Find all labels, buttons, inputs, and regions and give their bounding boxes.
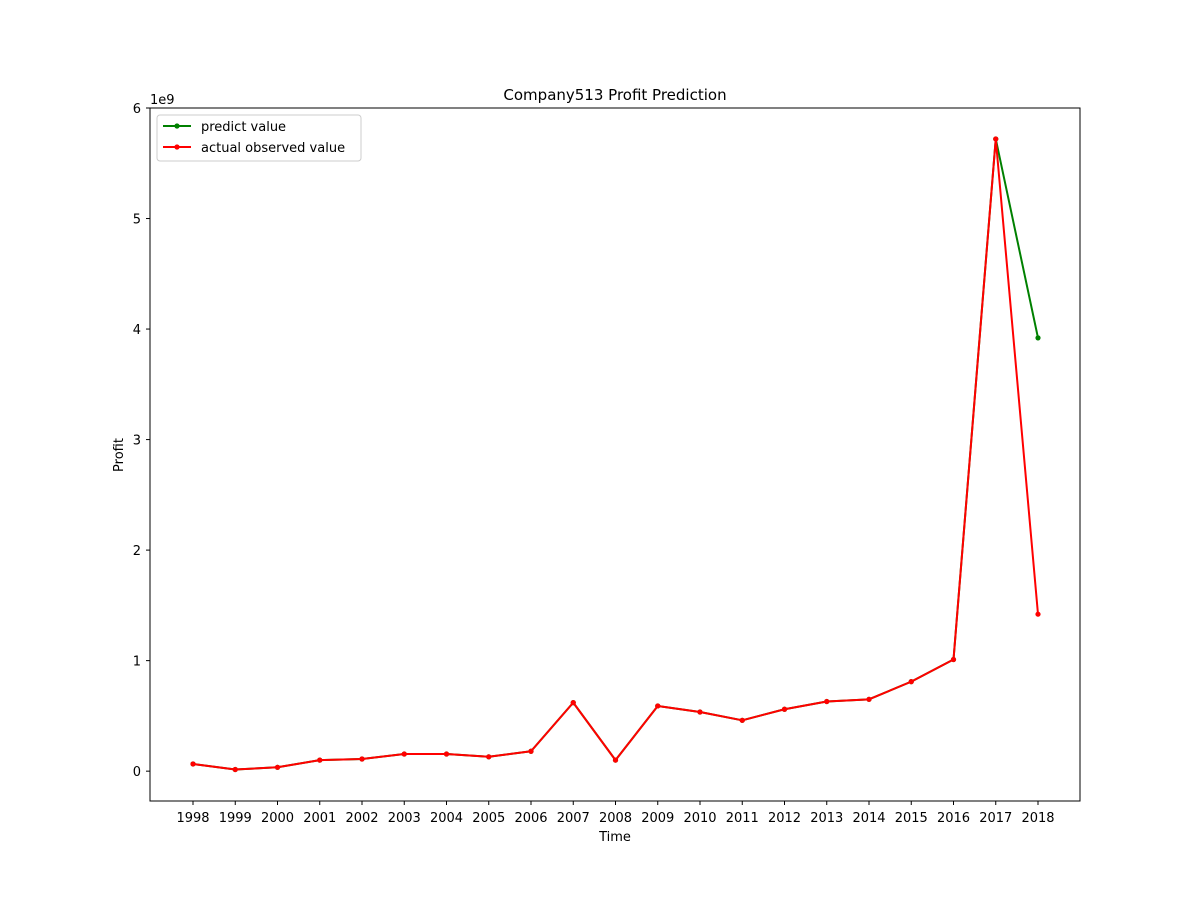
x-tick-label: 2018 [1021, 811, 1054, 826]
y-tick-label: 3 [133, 434, 141, 449]
x-tick-label: 2015 [895, 811, 928, 826]
data-point [697, 709, 703, 715]
x-tick-label: 2005 [472, 811, 505, 826]
x-tick-label: 2003 [388, 811, 421, 826]
x-tick-label: 2011 [726, 811, 759, 826]
data-point [528, 748, 534, 754]
legend: predict value actual observed value [156, 114, 362, 162]
data-point [570, 700, 576, 706]
data-point [824, 698, 830, 705]
y-axis-ticks: 0 1 2 3 4 5 6 [133, 102, 150, 780]
data-point [655, 703, 661, 709]
y-tick-label: 0 [133, 765, 141, 780]
x-tick-label: 2008 [599, 811, 632, 826]
legend-label-predict-value: predict value [201, 120, 286, 135]
data-point [739, 717, 745, 723]
data-point [908, 679, 914, 685]
x-tick-label: 1999 [219, 811, 252, 826]
data-point [781, 706, 788, 712]
legend-label-actual-observed-value: actual observed value [201, 141, 345, 156]
y-axis-offset-label: 1e9 [150, 93, 175, 108]
y-axis-label: Profit [112, 438, 127, 472]
y-tick-label: 2 [133, 544, 141, 559]
data-point [1035, 611, 1041, 617]
x-tick-label: 2010 [683, 811, 716, 826]
data-point [401, 751, 407, 757]
x-tick-label: 2017 [979, 811, 1012, 826]
data-point [866, 696, 872, 702]
data-point [486, 754, 492, 760]
data-point [190, 761, 196, 767]
legend-marker-actual-observed-value [174, 144, 180, 150]
x-tick-label: 2014 [852, 811, 885, 826]
legend-marker-predict-value [174, 123, 180, 129]
x-tick-label: 2002 [345, 811, 378, 826]
x-tick-label: 2012 [768, 811, 801, 826]
data-point [993, 136, 999, 142]
y-tick-label: 1 [133, 655, 141, 670]
data-point [359, 756, 365, 762]
series-layer [190, 136, 1041, 773]
data-point [950, 656, 957, 663]
chart-title: Company513 Profit Prediction [503, 86, 726, 104]
x-axis-label: Time [598, 830, 631, 845]
x-tick-label: 2006 [514, 811, 547, 826]
x-tick-label: 2013 [810, 811, 843, 826]
legend-box [156, 114, 362, 162]
data-point [443, 751, 450, 757]
data-point [274, 764, 281, 770]
x-tick-label: 2001 [303, 811, 336, 826]
x-tick-label: 2007 [557, 811, 590, 826]
y-tick-label: 4 [133, 323, 141, 338]
data-point [1035, 335, 1041, 341]
x-tick-label: 2000 [261, 811, 294, 826]
data-point [232, 766, 238, 773]
x-tick-label: 2004 [430, 811, 463, 826]
x-axis-ticks: 1998 1999 2000 2001 2002 2003 2004 2005 2006 2007… [176, 801, 1055, 826]
x-tick-label: 2009 [641, 811, 674, 826]
y-tick-label: 6 [133, 102, 141, 117]
x-tick-label: 2016 [937, 811, 970, 826]
series-line-predict-value [192, 137, 1039, 771]
data-point [612, 757, 619, 763]
data-point [317, 757, 323, 763]
y-tick-label: 5 [133, 213, 141, 228]
plot-area-frame [149, 107, 1081, 802]
series-line-actual-observed-value [192, 137, 1039, 771]
x-tick-label: 1998 [176, 811, 209, 826]
